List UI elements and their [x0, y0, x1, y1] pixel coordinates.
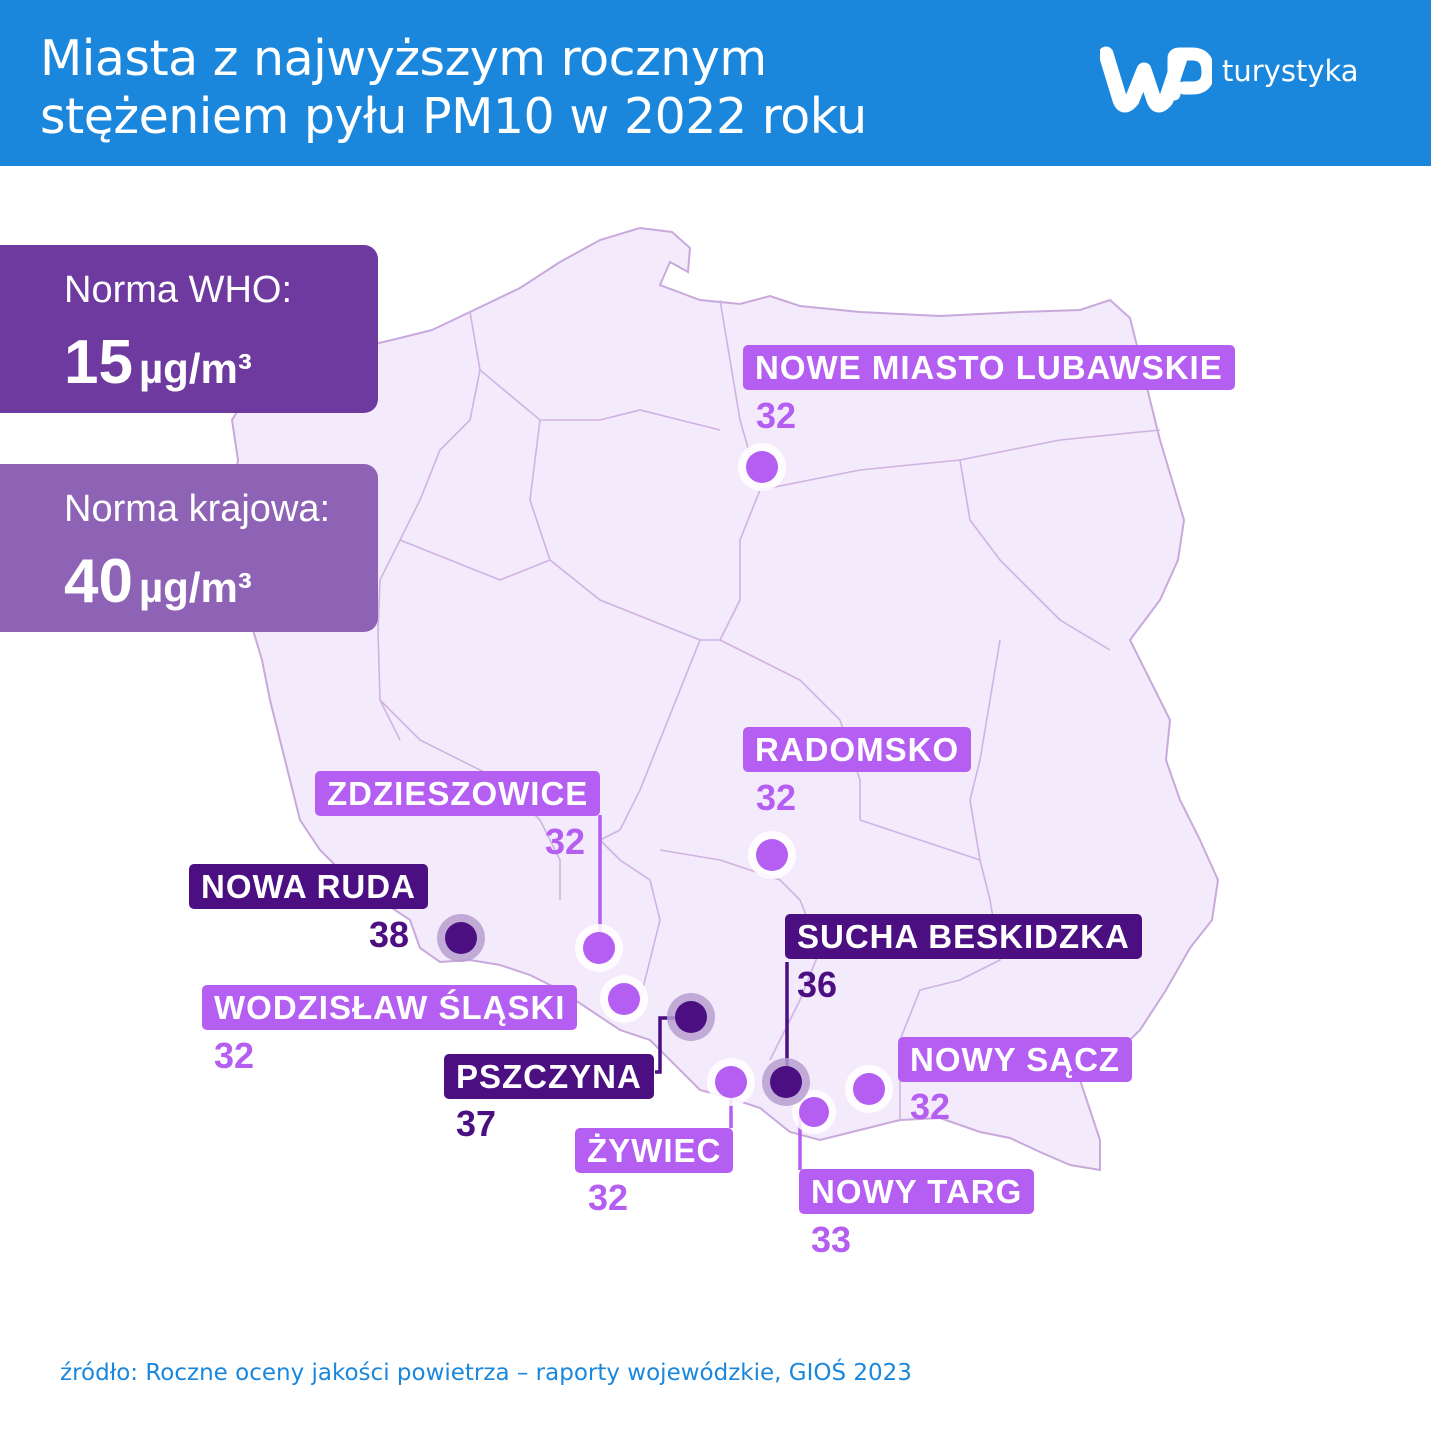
- city-value-nowy-targ: 33: [811, 1219, 852, 1260]
- title-line-1: Miasta z najwyższym rocznym: [40, 30, 767, 87]
- city-value-zdzieszowice: 32: [545, 821, 586, 862]
- national-norm-unit: µg/m³: [138, 564, 252, 611]
- city-label-zywiec: ŻYWIEC: [575, 1128, 734, 1173]
- city-label-nowa-ruda: NOWA RUDA: [189, 864, 428, 909]
- city-markers: [437, 443, 893, 1134]
- header-banner: Miasta z najwyższym rocznym stężeniem py…: [0, 0, 1431, 166]
- city-value-radomsko: 32: [756, 777, 797, 818]
- city-label-radomsko: RADOMSKO: [743, 727, 972, 772]
- city-value-zywiec: 32: [588, 1177, 629, 1218]
- city-label-zdzieszowice: ZDZIESZOWICE: [315, 771, 601, 816]
- who-norm-number: 15: [64, 328, 133, 397]
- wp-logo-icon: [1098, 46, 1215, 113]
- city-label-nowy-targ: NOWY TARG: [799, 1169, 1035, 1214]
- city-value-pszczyna: 37: [456, 1103, 497, 1144]
- page-title: Miasta z najwyższym rocznym stężeniem py…: [40, 30, 1040, 146]
- city-value-nowy-sacz: 32: [910, 1086, 951, 1127]
- city-value-sucha-beskidzka: 36: [797, 964, 838, 1005]
- national-norm-box: Norma krajowa: 40 µg/m³: [0, 464, 378, 632]
- city-label-pszczyna: PSZCZYNA: [444, 1054, 654, 1099]
- city-label-wodzislaw-slaski: WODZISŁAW ŚLĄSKI: [202, 985, 578, 1030]
- city-label-sucha-beskidzka: SUCHA BESKIDZKA: [785, 914, 1142, 959]
- who-norm-value: 15 µg/m³: [64, 327, 252, 398]
- city-value-nowe-miasto-lubawskie: 32: [756, 395, 797, 436]
- who-norm-unit: µg/m³: [138, 345, 252, 392]
- title-line-2: stężeniem pyłu PM10 w 2022 roku: [40, 88, 867, 145]
- wp-turystyka-logo[interactable]: turystyka: [1098, 44, 1400, 124]
- city-label-nowe-miasto-lubawskie: NOWE MIASTO LUBAWSKIE: [743, 345, 1235, 390]
- city-value-wodzislaw-slaski: 32: [214, 1035, 255, 1076]
- who-norm-label: Norma WHO:: [64, 269, 292, 311]
- national-norm-label: Norma krajowa:: [64, 488, 331, 530]
- who-norm-box: Norma WHO: 15 µg/m³: [0, 245, 378, 413]
- city-value-nowa-ruda: 38: [369, 914, 410, 955]
- city-label-nowy-sacz: NOWY SĄCZ: [898, 1037, 1133, 1082]
- national-norm-value: 40 µg/m³: [64, 546, 252, 617]
- brand-name: turystyka: [1222, 54, 1359, 88]
- source-note: źródło: Roczne oceny jakości powietrza –…: [60, 1360, 912, 1386]
- national-norm-number: 40: [64, 547, 133, 616]
